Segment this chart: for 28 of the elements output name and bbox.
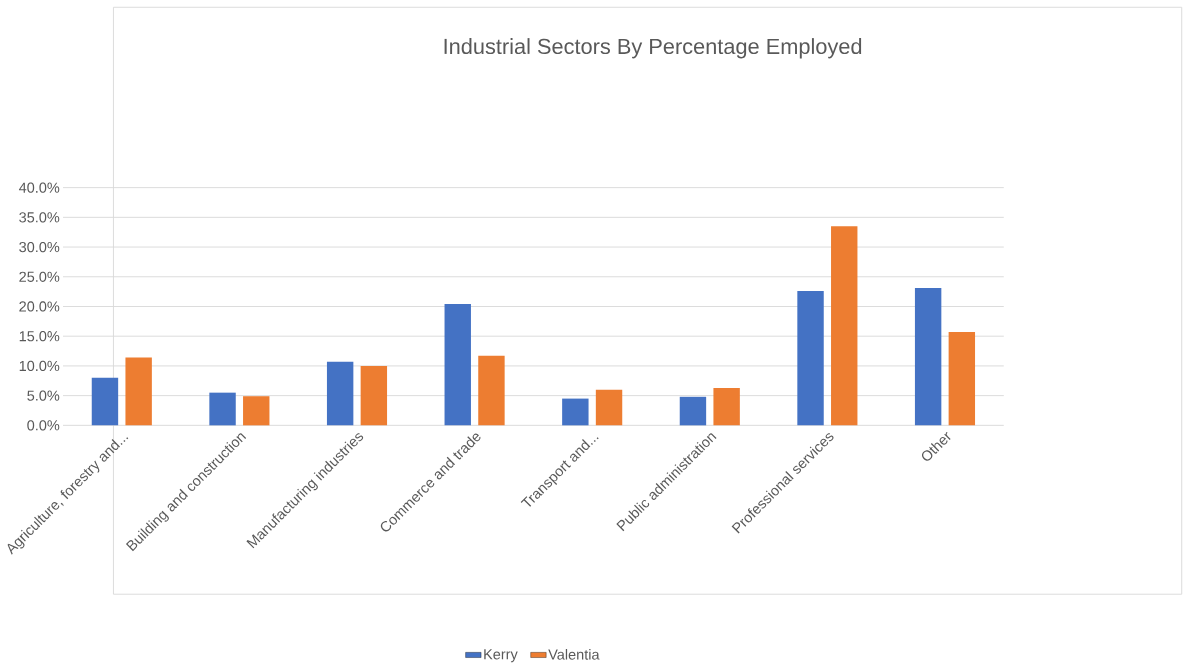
y-tick-label: 15.0% [19,331,60,342]
chart-title: Industrial Sectors By Percentage Employed [444,38,862,59]
y-tick-label: 35.0% [19,212,60,223]
bar [914,288,942,426]
legend-label: Kerry [484,649,518,663]
bar [444,304,471,426]
y-tick-label: 40.0% [18,182,60,194]
y-tick-label: 25.0% [19,271,60,283]
bar [948,332,976,426]
legend-label: Valentia [548,649,600,660]
bar [209,392,236,426]
bar [360,366,388,426]
bar [713,388,740,426]
bar [125,357,152,426]
bar [91,378,119,426]
bar [478,356,505,426]
bar [679,397,707,426]
y-tick-label: 10.0% [19,361,60,372]
bar [595,389,623,426]
bar [243,396,270,426]
bar [797,291,824,426]
y-tick-label: 0.0% [27,420,60,431]
bar [326,361,354,426]
bar [562,398,589,426]
y-tick-label: 20.0% [19,301,60,312]
bar [831,226,858,426]
y-tick-label: 5.0% [27,390,60,401]
y-tick-label: 30.0% [19,242,60,253]
